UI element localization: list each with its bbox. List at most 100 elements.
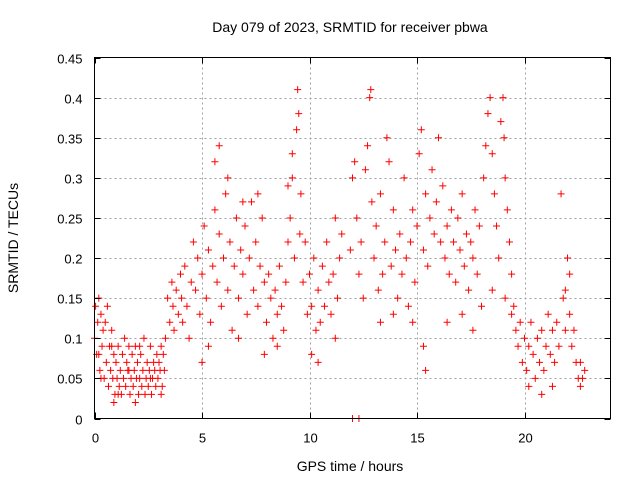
data-point: [394, 294, 402, 302]
data-point: [417, 126, 425, 134]
data-point: [101, 318, 109, 326]
data-point: [387, 262, 395, 270]
data-point: [409, 318, 417, 326]
data-point: [490, 190, 498, 198]
y-tick-label: 0.1: [64, 332, 82, 347]
data-point: [128, 350, 136, 358]
data-point: [338, 230, 346, 238]
data-point: [143, 358, 151, 366]
data-point: [430, 230, 438, 238]
data-point: [220, 254, 227, 262]
data-point: [439, 182, 447, 190]
data-point: [138, 382, 146, 390]
data-point: [422, 366, 430, 374]
data-point: [194, 254, 202, 262]
data-point: [389, 310, 397, 318]
data-point: [516, 318, 524, 326]
data-point: [564, 254, 571, 262]
data-point: [121, 334, 129, 342]
data-point: [202, 294, 210, 302]
data-point: [576, 358, 584, 366]
data-point: [381, 238, 389, 246]
data-point: [99, 326, 107, 334]
y-axis-title: SRMTID / TECUs: [5, 183, 21, 293]
data-point: [361, 166, 369, 174]
x-tick-label: 0: [92, 431, 99, 446]
data-point: [349, 174, 356, 182]
data-point: [501, 294, 509, 302]
data-point: [351, 158, 359, 166]
data-point: [312, 326, 320, 334]
data-point: [104, 382, 112, 390]
data-point: [366, 94, 374, 102]
data-point: [239, 270, 247, 278]
data-point: [141, 390, 149, 398]
data-point: [385, 158, 393, 166]
y-axis-ticks: 0 0.05 0.1 0.15 0.2 0.25 0.3 0.35 0.4 0.45: [57, 52, 611, 428]
data-point: [110, 398, 118, 406]
data-point: [120, 374, 128, 382]
data-point: [508, 270, 516, 278]
data-point: [400, 174, 408, 182]
data-point: [116, 366, 124, 374]
data-point: [540, 366, 548, 374]
data-point: [521, 334, 528, 342]
data-point: [170, 326, 178, 334]
data-point: [353, 214, 361, 222]
data-point: [134, 358, 141, 366]
data-point: [398, 270, 406, 278]
data-point: [198, 270, 206, 278]
data-point: [286, 214, 294, 222]
data-point: [314, 358, 322, 366]
data-point: [441, 254, 449, 262]
data-point: [222, 190, 230, 198]
data-point: [125, 342, 133, 350]
y-tick-label: 0.4: [64, 92, 82, 107]
data-point: [97, 310, 105, 318]
data-point: [435, 134, 442, 142]
data-point: [110, 350, 118, 358]
data-point: [207, 318, 215, 326]
data-point: [544, 310, 552, 318]
data-point: [318, 262, 326, 270]
data-point: [211, 158, 219, 166]
data-point: [480, 174, 488, 182]
data-point: [232, 214, 240, 222]
data-point: [297, 190, 305, 198]
data-point: [538, 326, 546, 334]
data-point: [484, 110, 492, 118]
data-point: [467, 238, 475, 246]
data-point: [139, 366, 147, 374]
data-point: [288, 150, 296, 158]
data-point: [336, 254, 344, 262]
data-point: [370, 254, 378, 262]
data-point: [213, 278, 221, 286]
data-point: [129, 382, 137, 390]
data-point: [115, 382, 123, 390]
data-point: [126, 390, 134, 398]
data-point: [278, 302, 286, 310]
data-point: [424, 262, 432, 270]
data-point: [426, 214, 434, 222]
data-point: [306, 270, 313, 278]
data-point: [185, 334, 193, 342]
data-point: [308, 302, 316, 310]
data-point: [488, 286, 496, 294]
data-point: [198, 358, 206, 366]
data-point: [293, 126, 301, 134]
data-point: [355, 270, 363, 278]
data-point: [224, 286, 232, 294]
data-point: [224, 174, 232, 182]
data-point: [374, 286, 382, 294]
data-point: [144, 382, 152, 390]
data-point: [235, 334, 243, 342]
data-point: [568, 342, 576, 350]
data-point: [118, 350, 126, 358]
data-point: [465, 286, 473, 294]
data-point: [432, 198, 440, 206]
data-point: [204, 342, 212, 350]
data-point: [204, 246, 212, 254]
data-point: [92, 302, 100, 310]
data-point: [346, 246, 354, 254]
data-point: [136, 374, 144, 382]
